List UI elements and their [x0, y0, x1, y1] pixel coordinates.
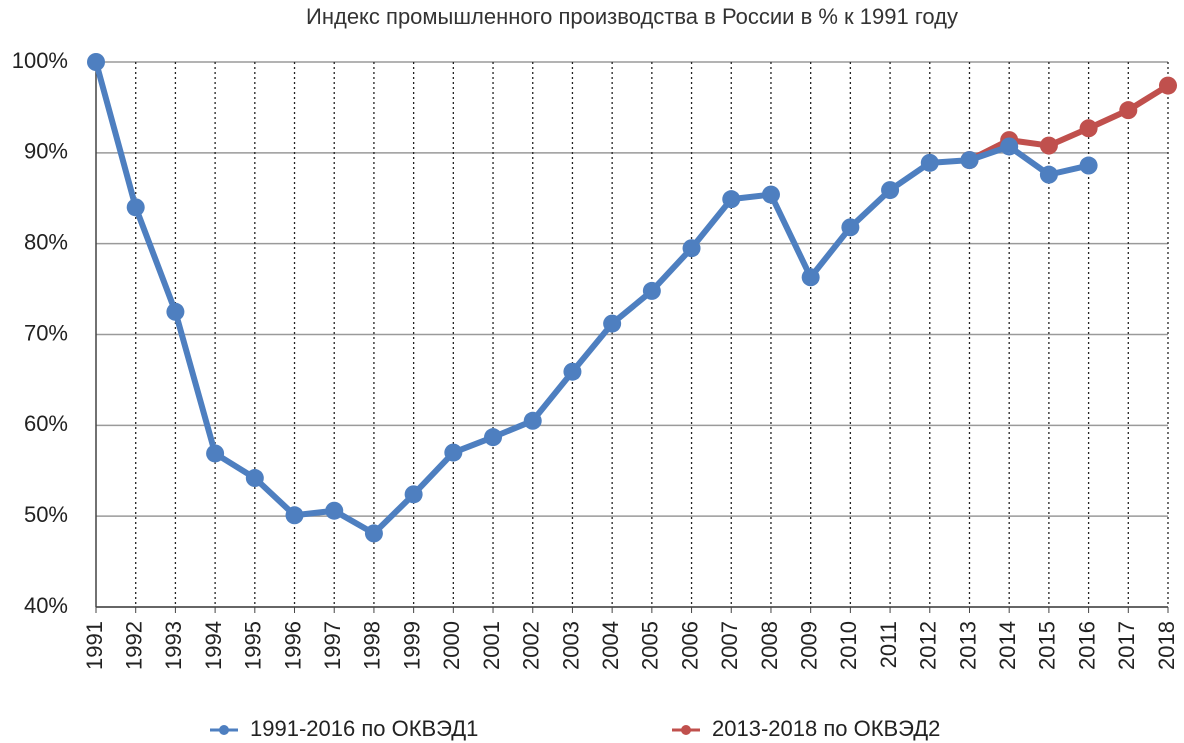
series-marker	[404, 485, 423, 504]
x-tick-label: 2017	[1114, 621, 1139, 670]
y-tick-label: 50%	[24, 502, 68, 527]
y-tick-label: 100%	[12, 48, 68, 73]
x-tick-label: 2007	[717, 621, 742, 670]
chart-title: Индекс промышленного производства в Росс…	[306, 4, 958, 29]
x-tick-label: 2003	[558, 621, 583, 670]
series-marker	[325, 501, 344, 520]
x-tick-label: 2002	[519, 621, 544, 670]
x-tick-label: 1991	[82, 621, 107, 670]
x-tick-label: 2016	[1074, 621, 1099, 670]
x-tick-label: 2009	[796, 621, 821, 670]
series-marker	[166, 302, 185, 321]
y-tick-label: 90%	[24, 139, 68, 164]
x-tick-label: 2013	[955, 621, 980, 670]
x-tick-label: 2011	[876, 621, 901, 668]
series-marker	[87, 53, 105, 71]
y-tick-label: 60%	[24, 411, 68, 436]
x-tick-label: 1993	[161, 621, 186, 670]
series-marker	[444, 443, 463, 462]
x-tick-label: 2001	[479, 621, 504, 670]
legend-marker	[219, 725, 229, 735]
series-marker	[1039, 136, 1058, 155]
x-tick-label: 1996	[280, 621, 305, 670]
series-marker	[722, 190, 741, 209]
x-tick-label: 1998	[360, 621, 385, 670]
series-marker	[523, 411, 542, 430]
series-marker	[1000, 137, 1019, 156]
y-tick-label: 40%	[24, 593, 68, 618]
series-marker	[563, 362, 582, 381]
x-tick-label: 1997	[320, 621, 345, 670]
series-marker	[1159, 76, 1177, 95]
series-marker	[484, 428, 503, 447]
x-tick-label: 2008	[757, 621, 782, 670]
series-marker	[1079, 119, 1098, 138]
series-marker	[285, 506, 304, 525]
x-tick-label: 1994	[201, 621, 226, 670]
series-marker	[841, 218, 860, 237]
legend-marker	[681, 725, 691, 735]
x-tick-label: 2015	[1035, 621, 1060, 670]
series-marker	[682, 239, 701, 258]
x-tick-label: 2014	[995, 621, 1020, 670]
x-tick-label: 2004	[598, 621, 623, 670]
y-tick-label: 80%	[24, 229, 68, 254]
x-tick-label: 2000	[439, 621, 464, 670]
y-tick-label: 70%	[24, 320, 68, 345]
legend-label: 2013-2018 по ОКВЭД2	[712, 716, 940, 741]
series-marker	[1079, 156, 1098, 175]
series-marker	[920, 153, 939, 172]
x-tick-label: 2012	[916, 621, 941, 670]
series-marker	[1119, 101, 1138, 120]
x-tick-label: 2005	[638, 621, 663, 670]
x-tick-label: 1995	[241, 621, 266, 670]
series-marker	[1039, 165, 1058, 184]
series-line	[93, 61, 1090, 537]
series-marker	[881, 181, 900, 200]
series-marker	[364, 524, 383, 543]
series-marker	[603, 314, 622, 333]
legend-label: 1991-2016 по ОКВЭД1	[250, 716, 478, 741]
x-tick-label: 1992	[122, 621, 147, 670]
series-marker	[206, 444, 225, 463]
series-marker	[960, 151, 979, 170]
x-tick-label: 2018	[1154, 621, 1179, 670]
series-marker	[761, 185, 780, 204]
series-marker	[801, 268, 820, 287]
x-tick-label: 2006	[677, 621, 702, 670]
series-marker	[126, 198, 145, 217]
series-marker	[245, 469, 264, 488]
x-tick-label: 2010	[836, 621, 861, 670]
series-marker	[642, 281, 661, 300]
x-tick-label: 1999	[399, 621, 424, 670]
